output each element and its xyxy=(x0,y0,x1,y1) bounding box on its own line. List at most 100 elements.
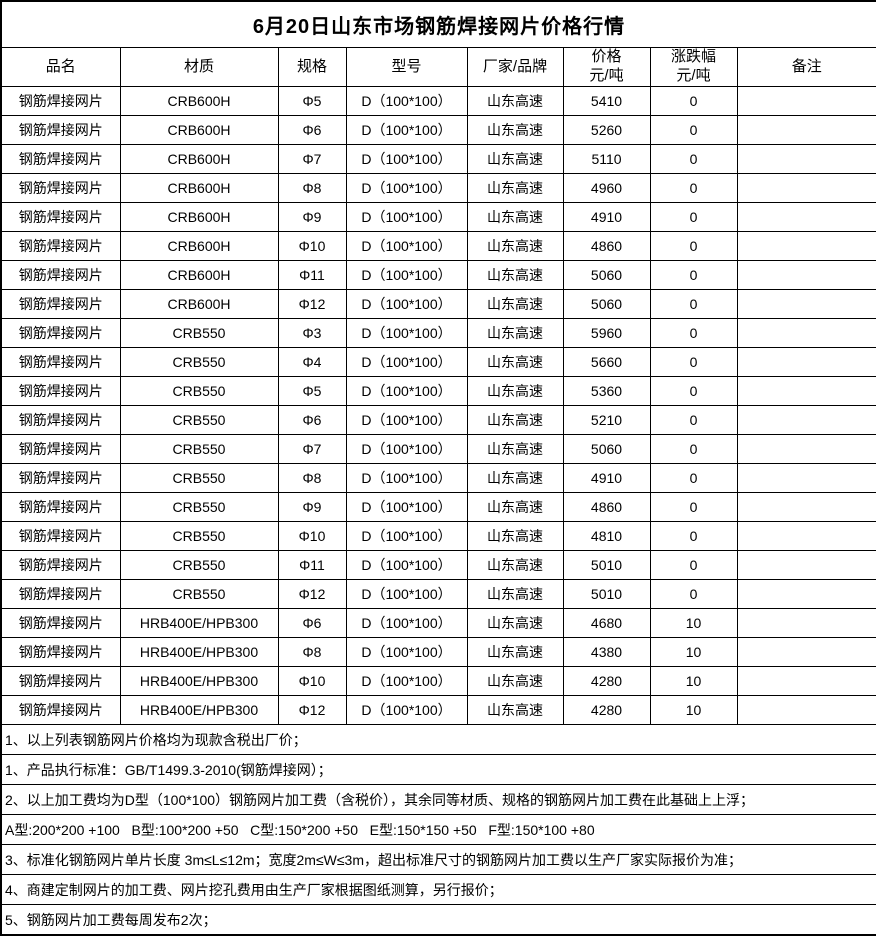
table-cell-remark xyxy=(736,376,876,406)
table-row: 钢筋焊接网片 CRB600H Φ5 D（100*100） 山东高速 5410 0 xyxy=(0,86,876,116)
table-cell-brand: 山东高速 xyxy=(466,666,564,696)
table-cell-material: CRB550 xyxy=(119,318,279,348)
table-row: 钢筋焊接网片 HRB400E/HPB300 Φ6 D（100*100） 山东高速 4680… xyxy=(0,608,876,638)
table-row: 钢筋焊接网片 CRB600H Φ11 D（100*100） 山东高速 5060 0 xyxy=(0,260,876,290)
table-cell-model: D（100*100） xyxy=(345,318,468,348)
table-cell-product: 钢筋焊接网片 xyxy=(0,173,121,203)
note-text: 3、标准化钢筋网片单片长度 3m≤L≤12m；宽度2m≤W≤3m，超出标准尺寸的… xyxy=(0,844,876,875)
note-text: 5、钢筋网片加工费每周发布2次； xyxy=(0,904,876,936)
table-cell-model: D（100*100） xyxy=(345,637,468,667)
table-cell-spec: Φ12 xyxy=(277,289,347,319)
table-cell-material: HRB400E/HPB300 xyxy=(119,608,279,638)
header-row: 品名 材质 规格 型号 厂家/品牌 价格 元/吨 涨跌幅 元/吨 备注 xyxy=(0,47,876,87)
table-cell-remark xyxy=(736,318,876,348)
table-cell-price: 4860 xyxy=(562,231,651,261)
table-row: 钢筋焊接网片 CRB600H Φ9 D（100*100） 山东高速 4910 0 xyxy=(0,202,876,232)
table-row: 钢筋焊接网片 HRB400E/HPB300 Φ12 D（100*100） 山东高速 428… xyxy=(0,695,876,725)
table-cell-price: 4910 xyxy=(562,202,651,232)
table-cell-model: D（100*100） xyxy=(345,492,468,522)
table-cell-remark xyxy=(736,695,876,725)
table-cell-change: 0 xyxy=(649,202,738,232)
table-cell-remark xyxy=(736,521,876,551)
table-row: 钢筋焊接网片 CRB550 Φ5 D（100*100） 山东高速 5360 0 xyxy=(0,376,876,406)
table-cell-price: 5260 xyxy=(562,115,651,145)
table-cell-price: 5110 xyxy=(562,144,651,174)
col-header-spec: 规格 xyxy=(277,47,347,87)
table-cell-change: 10 xyxy=(649,608,738,638)
table-cell-remark xyxy=(736,115,876,145)
table-cell-brand: 山东高速 xyxy=(466,434,564,464)
table-cell-price: 4960 xyxy=(562,173,651,203)
note-text: 2、以上加工费均为D型（100*100）钢筋网片加工费（含税价），其余同等材质、… xyxy=(0,784,876,815)
table-row: 钢筋焊接网片 HRB400E/HPB300 Φ10 D（100*100） 山东高速 428… xyxy=(0,666,876,696)
col-header-price: 价格 元/吨 xyxy=(562,47,651,87)
table-cell-material: HRB400E/HPB300 xyxy=(119,637,279,667)
note-text: 1、以上列表钢筋网片价格均为现款含税出厂价； xyxy=(0,724,876,755)
table-cell-product: 钢筋焊接网片 xyxy=(0,347,121,377)
table-cell-remark xyxy=(736,405,876,435)
table-cell-material: CRB550 xyxy=(119,463,279,493)
table-cell-change: 0 xyxy=(649,231,738,261)
table-cell-product: 钢筋焊接网片 xyxy=(0,86,121,116)
col-header-model: 型号 xyxy=(345,47,468,87)
table-cell-model: D（100*100） xyxy=(345,231,468,261)
table-cell-brand: 山东高速 xyxy=(466,579,564,609)
table-cell-remark xyxy=(736,666,876,696)
table-cell-price: 5010 xyxy=(562,550,651,580)
table-cell-material: HRB400E/HPB300 xyxy=(119,695,279,725)
note-row: 3、标准化钢筋网片单片长度 3m≤L≤12m；宽度2m≤W≤3m，超出标准尺寸的… xyxy=(0,844,876,875)
table-row: 钢筋焊接网片 CRB600H Φ7 D（100*100） 山东高速 5110 0 xyxy=(0,144,876,174)
col-header-price-unit: 元/吨 xyxy=(589,67,624,84)
table-cell-change: 0 xyxy=(649,115,738,145)
table-cell-remark xyxy=(736,463,876,493)
table-cell-model: D（100*100） xyxy=(345,608,468,638)
table-cell-material: CRB600H xyxy=(119,231,279,261)
table-cell-price: 5210 xyxy=(562,405,651,435)
table-cell-spec: Φ10 xyxy=(277,521,347,551)
table-cell-model: D（100*100） xyxy=(345,666,468,696)
table-cell-brand: 山东高速 xyxy=(466,231,564,261)
table-cell-remark xyxy=(736,637,876,667)
table-cell-brand: 山东高速 xyxy=(466,202,564,232)
table-cell-remark xyxy=(736,289,876,319)
table-cell-change: 0 xyxy=(649,347,738,377)
table-cell-brand: 山东高速 xyxy=(466,637,564,667)
table-cell-material: CRB550 xyxy=(119,347,279,377)
table-cell-model: D（100*100） xyxy=(345,434,468,464)
table-cell-product: 钢筋焊接网片 xyxy=(0,144,121,174)
table-cell-spec: Φ8 xyxy=(277,173,347,203)
table-cell-change: 0 xyxy=(649,463,738,493)
table-cell-spec: Φ6 xyxy=(277,608,347,638)
table-cell-spec: Φ7 xyxy=(277,144,347,174)
table-cell-material: CRB550 xyxy=(119,521,279,551)
table-cell-product: 钢筋焊接网片 xyxy=(0,608,121,638)
table-cell-brand: 山东高速 xyxy=(466,173,564,203)
table-cell-remark xyxy=(736,231,876,261)
table-cell-spec: Φ10 xyxy=(277,231,347,261)
table-cell-material: CRB550 xyxy=(119,434,279,464)
table-cell-spec: Φ11 xyxy=(277,550,347,580)
table-row: 钢筋焊接网片 CRB600H Φ8 D（100*100） 山东高速 4960 0 xyxy=(0,173,876,203)
table-cell-change: 0 xyxy=(649,492,738,522)
table-cell-spec: Φ8 xyxy=(277,637,347,667)
note-row: 2、以上加工费均为D型（100*100）钢筋网片加工费（含税价），其余同等材质、… xyxy=(0,784,876,815)
table-cell-change: 0 xyxy=(649,579,738,609)
note-row: 1、产品执行标准：GB/T1499.3-2010(钢筋焊接网）； xyxy=(0,754,876,785)
table-cell-price: 5660 xyxy=(562,347,651,377)
table-cell-product: 钢筋焊接网片 xyxy=(0,637,121,667)
table-cell-change: 0 xyxy=(649,289,738,319)
table-cell-product: 钢筋焊接网片 xyxy=(0,202,121,232)
table-cell-remark xyxy=(736,579,876,609)
table-cell-material: CRB550 xyxy=(119,376,279,406)
table-cell-brand: 山东高速 xyxy=(466,347,564,377)
table-cell-price: 4280 xyxy=(562,695,651,725)
table-cell-model: D（100*100） xyxy=(345,202,468,232)
table-cell-change: 0 xyxy=(649,434,738,464)
table-cell-brand: 山东高速 xyxy=(466,695,564,725)
table-cell-product: 钢筋焊接网片 xyxy=(0,434,121,464)
table-cell-remark xyxy=(736,550,876,580)
table-row: 钢筋焊接网片 CRB550 Φ12 D（100*100） 山东高速 5010 0 xyxy=(0,579,876,609)
table-cell-product: 钢筋焊接网片 xyxy=(0,492,121,522)
table-cell-model: D（100*100） xyxy=(345,579,468,609)
table-cell-brand: 山东高速 xyxy=(466,318,564,348)
